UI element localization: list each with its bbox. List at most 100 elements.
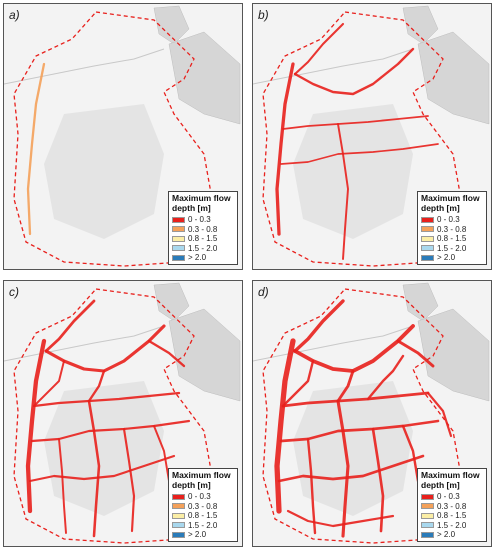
flood-flow-line	[282, 115, 429, 130]
legend-item: 0.3 - 0.8	[172, 502, 234, 512]
legend-item: 0.8 - 1.5	[172, 234, 234, 244]
urban-area	[417, 31, 490, 125]
flood-flow-line	[371, 427, 385, 533]
flood-flow-line	[293, 299, 345, 353]
legend-item: 0.8 - 1.5	[421, 511, 483, 521]
legend-swatch	[421, 226, 434, 233]
flood-map-d	[253, 282, 490, 544]
legend-swatch	[421, 493, 434, 500]
legend-item: 1.5 - 2.0	[172, 521, 234, 531]
legend-swatch	[172, 254, 185, 261]
legend-swatch	[421, 235, 434, 242]
flood-map-b	[253, 5, 490, 267]
legend-swatch	[172, 493, 185, 500]
legend: Maximum flow depth [m] 0 - 0.3 0.3 - 0.8…	[417, 468, 487, 542]
legend-item: > 2.0	[421, 530, 483, 540]
legend-swatch	[172, 245, 185, 252]
flood-flow-line	[33, 360, 65, 407]
legend: Maximum flow depth [m] 0 - 0.3 0.3 - 0.8…	[168, 191, 238, 265]
legend-title: Maximum flow depth [m]	[421, 193, 480, 213]
urban-area	[293, 104, 413, 239]
road-line	[253, 48, 414, 85]
legend-swatch	[172, 216, 185, 223]
flood-flow-line	[366, 354, 405, 401]
panel-label: c)	[9, 285, 19, 299]
legend-swatch	[172, 503, 185, 510]
legend-swatch	[421, 245, 434, 252]
urban-area	[153, 282, 190, 322]
legend-item: > 2.0	[421, 253, 483, 263]
legend-item: 1.5 - 2.0	[172, 244, 234, 254]
flood-flow-line	[281, 391, 430, 408]
urban-area	[402, 282, 439, 322]
flood-flow-line	[306, 437, 317, 535]
urban-area	[153, 5, 190, 45]
flood-map-a	[4, 5, 241, 267]
flood-flow-line	[25, 338, 47, 514]
flood-flow-line	[279, 419, 440, 443]
flood-map-c	[4, 282, 241, 544]
legend-item: 0.3 - 0.8	[421, 502, 483, 512]
flood-flow-line	[336, 369, 355, 403]
flood-flow-line	[286, 509, 395, 528]
urban-area	[168, 31, 241, 125]
flood-flow-line	[337, 123, 349, 260]
legend-item: 1.5 - 2.0	[421, 521, 483, 531]
legend-swatch	[421, 503, 434, 510]
legend: Maximum flow depth [m] 0 - 0.3 0.3 - 0.8…	[168, 468, 238, 542]
legend-item: 0.3 - 0.8	[421, 225, 483, 235]
map-panel-a: a) Maximum flow depth [m] 0 - 0.3 0.3 - …	[3, 3, 243, 270]
panel-label: d)	[258, 285, 269, 299]
legend-item: 0 - 0.3	[421, 492, 483, 502]
legend-swatch	[421, 522, 434, 529]
road-line	[4, 325, 165, 362]
road-line	[253, 325, 414, 362]
legend-item: > 2.0	[172, 253, 234, 263]
legend-item: 0 - 0.3	[421, 215, 483, 225]
flood-flow-line	[396, 339, 435, 368]
flood-flow-line	[275, 62, 295, 236]
legend-item: 0.3 - 0.8	[172, 225, 234, 235]
flood-flow-line	[281, 359, 315, 408]
flood-flow-line	[87, 369, 106, 403]
legend-swatch	[172, 512, 185, 519]
flood-flow-line	[30, 419, 191, 443]
flood-flow-line	[147, 339, 186, 368]
legend-item: 0.8 - 1.5	[172, 511, 234, 521]
legend-swatch	[172, 226, 185, 233]
map-panel-d: d) Maximum flow depth [m] 0 - 0.3 0.3 - …	[252, 280, 492, 547]
flood-flow-line	[32, 391, 181, 408]
legend-swatch	[172, 531, 185, 538]
urban-area	[402, 5, 439, 45]
legend-title: Maximum flow depth [m]	[421, 470, 480, 490]
urban-area	[168, 308, 241, 402]
legend-item: 0 - 0.3	[172, 492, 234, 502]
urban-area	[44, 381, 164, 516]
legend-item: > 2.0	[172, 530, 234, 540]
legend-swatch	[421, 512, 434, 519]
road-line	[4, 48, 165, 85]
map-panel-c: c) Maximum flow depth [m] 0 - 0.3 0.3 - …	[3, 280, 243, 547]
flood-flow-line	[274, 338, 296, 514]
flood-flow-line	[122, 427, 136, 533]
flood-flow-line	[26, 62, 46, 236]
legend-item: 0.8 - 1.5	[421, 234, 483, 244]
legend-item: 1.5 - 2.0	[421, 244, 483, 254]
legend-title: Maximum flow depth [m]	[172, 470, 231, 490]
legend-swatch	[172, 522, 185, 529]
legend-swatch	[421, 216, 434, 223]
flood-flow-line	[293, 22, 345, 76]
legend-title: Maximum flow depth [m]	[172, 193, 231, 213]
urban-area	[44, 104, 164, 239]
map-panel-b: b) Maximum flow depth [m] 0 - 0.3 0.3 - …	[252, 3, 492, 270]
flood-flow-line	[58, 438, 67, 534]
flood-flow-line	[44, 299, 96, 353]
legend: Maximum flow depth [m] 0 - 0.3 0.3 - 0.8…	[417, 191, 487, 265]
legend-item: 0 - 0.3	[172, 215, 234, 225]
flood-flow-line	[87, 399, 101, 538]
flood-flow-line	[293, 47, 415, 96]
urban-area	[417, 308, 490, 402]
flood-flow-line	[336, 399, 350, 538]
urban-area	[293, 381, 413, 516]
panel-label: a)	[9, 8, 20, 22]
